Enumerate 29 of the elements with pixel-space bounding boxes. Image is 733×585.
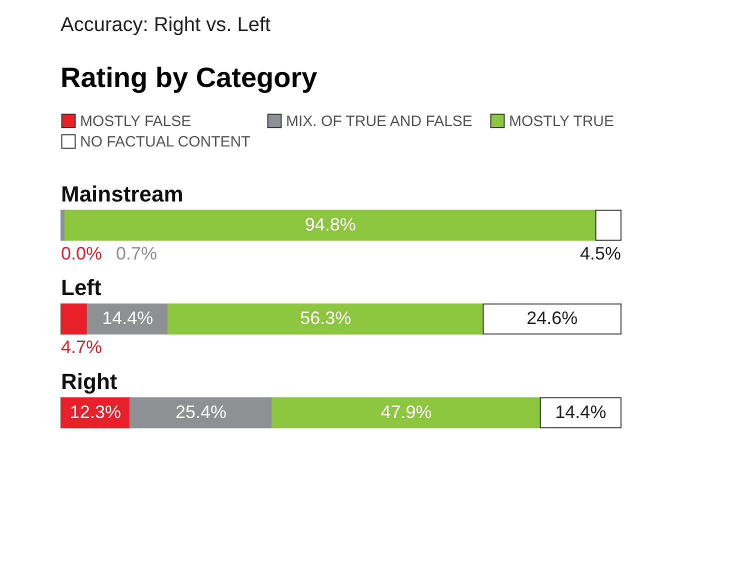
data-label: 14.4%	[555, 402, 606, 422]
data-label: 4.7%	[61, 337, 102, 357]
data-label: 56.3%	[300, 308, 352, 328]
chart-subtitle: Rating by Category	[60, 62, 318, 93]
bar	[272, 397, 541, 428]
bar	[60, 304, 88, 334]
bar	[167, 304, 484, 334]
data-label: 0.0%	[61, 243, 102, 264]
bar	[482, 304, 622, 334]
bar	[595, 210, 622, 241]
data-label: 25.4%	[175, 402, 227, 422]
legend-label: MOSTLY TRUE	[509, 112, 614, 130]
data-label: 0.7%	[116, 243, 158, 264]
legend-label: NO FACTUAL CONTENT	[80, 134, 250, 150]
data-label: 14.4%	[102, 308, 154, 328]
bar	[64, 210, 596, 241]
legend-label: MIX. OF TRUE AND FALSE	[286, 112, 472, 130]
y-tick-label: Right	[61, 368, 118, 394]
data-label: 12.3%	[70, 402, 121, 422]
data-label: 94.8%	[304, 214, 356, 234]
chart-title: Accuracy: Right vs. Left	[60, 14, 272, 36]
y-tick-label: Mainstream	[61, 181, 184, 206]
legend-label: MOSTLY FALSE	[80, 112, 192, 130]
data-label: 24.6%	[526, 308, 578, 328]
y-tick-label: Left	[61, 275, 102, 300]
data-label: 47.9%	[380, 402, 432, 422]
bar	[129, 397, 273, 428]
data-label: 4.5%	[580, 243, 621, 264]
bar	[540, 397, 622, 428]
